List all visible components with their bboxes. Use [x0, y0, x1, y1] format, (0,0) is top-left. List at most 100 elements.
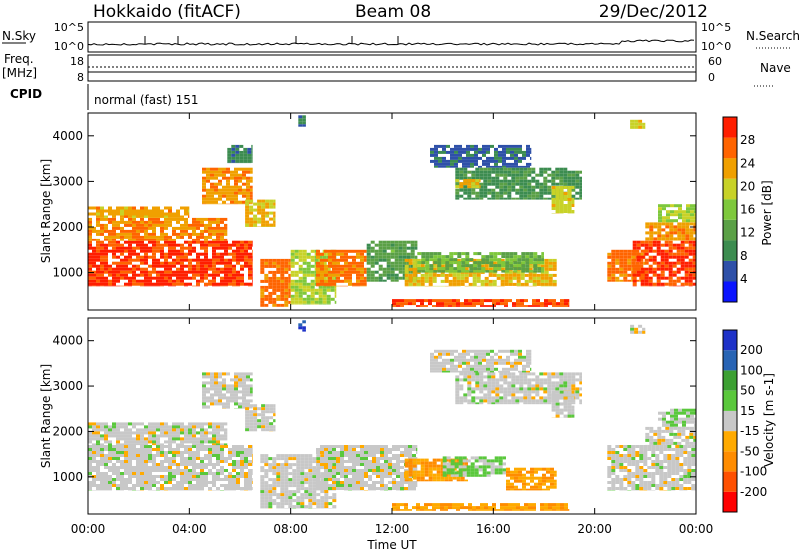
- heatmap-cell: [481, 270, 486, 273]
- heatmap-cell: [208, 422, 212, 426]
- heatmap-cell: [352, 261, 356, 265]
- heatmap-cell: [692, 246, 696, 250]
- heatmap-cell: [104, 484, 108, 487]
- heatmap-cell: [446, 162, 450, 166]
- heatmap-cell: [104, 481, 108, 484]
- heatmap-cell: [100, 255, 104, 259]
- heatmap-cell: [192, 472, 196, 475]
- heatmap-cell: [180, 440, 184, 444]
- heatmap-cell: [224, 437, 228, 441]
- heatmap-cell: [136, 279, 140, 283]
- heatmap-cell: [500, 267, 505, 271]
- heatmap-cell: [227, 150, 232, 154]
- heatmap-cell: [184, 226, 188, 230]
- heatmap-cell: [232, 469, 236, 472]
- heatmap-cell: [398, 258, 403, 262]
- heatmap-cell: [249, 416, 254, 420]
- heatmap-cell: [104, 445, 108, 448]
- heatmap-cell: [196, 273, 200, 277]
- heatmap-cell: [475, 179, 480, 183]
- heatmap-cell: [224, 460, 228, 463]
- heatmap-cell: [402, 246, 407, 250]
- heatmap-cell: [232, 276, 236, 280]
- heatmap-cell: [200, 463, 204, 466]
- heatmap-cell: [128, 422, 132, 426]
- heatmap-cell: [308, 490, 313, 494]
- heatmap-cell: [160, 212, 164, 216]
- heatmap-cell: [172, 240, 176, 244]
- heatmap-cell: [252, 276, 253, 280]
- heatmap-cell: [469, 270, 474, 273]
- heatmap-cell: [536, 282, 541, 286]
- heatmap-cell: [236, 258, 240, 262]
- heatmap-cell: [528, 279, 533, 283]
- heatmap-cell: [222, 378, 226, 382]
- heatmap-cell: [523, 176, 528, 180]
- heatmap-cell: [196, 279, 200, 283]
- heatmap-cell: [280, 490, 285, 494]
- heatmap-cell: [160, 484, 164, 487]
- heatmap-cell: [272, 261, 277, 265]
- heatmap-cell: [288, 499, 293, 503]
- heatmap-cell: [140, 246, 144, 250]
- heatmap-cell: [96, 229, 100, 233]
- heatmap-cell: [459, 182, 464, 186]
- heatmap-cell: [248, 261, 252, 265]
- heatmap-cell: [685, 225, 690, 229]
- heatmap-cell: [510, 156, 514, 160]
- heatmap-cell: [192, 217, 196, 221]
- heatmap-cell: [108, 448, 112, 451]
- heatmap-cell: [176, 217, 180, 221]
- heatmap-cell: [310, 303, 315, 305]
- heatmap-cell: [230, 194, 234, 198]
- heatmap-cell: [384, 454, 388, 457]
- heatmap-cell: [100, 212, 104, 216]
- heatmap-cell: [376, 448, 380, 451]
- heatmap-cell: [124, 425, 128, 429]
- heatmap-cell: [116, 267, 120, 271]
- heatmap-cell: [662, 219, 666, 223]
- heatmap-cell: [492, 279, 497, 283]
- heatmap-cell: [222, 381, 226, 385]
- heatmap-cell: [192, 238, 196, 241]
- heatmap-cell: [290, 252, 295, 256]
- heatmap-cell: [245, 220, 250, 224]
- heatmap-cell: [212, 434, 216, 438]
- heatmap-cell: [352, 457, 356, 460]
- heatmap-cell: [176, 267, 180, 271]
- heatmap-cell: [112, 472, 116, 475]
- heatmap-cell: [188, 276, 192, 280]
- heatmap-cell: [112, 252, 116, 256]
- heatmap-cell: [112, 209, 116, 213]
- heatmap-cell: [320, 258, 324, 262]
- heatmap-cell: [226, 167, 230, 171]
- heatmap-cell: [396, 484, 400, 487]
- heatmap-cell: [252, 451, 253, 454]
- heatmap-cell: [292, 457, 297, 461]
- heatmap-cell: [630, 122, 635, 126]
- heatmap-cell: [348, 460, 352, 463]
- heatmap-cell: [184, 209, 188, 213]
- heatmap-cell: [332, 267, 336, 271]
- heatmap-cell: [92, 238, 96, 241]
- heatmap-cell: [88, 212, 92, 216]
- heatmap-cell: [290, 261, 295, 265]
- heatmap-cell: [140, 445, 144, 448]
- heatmap-cell: [168, 434, 172, 438]
- heatmap-cell: [672, 279, 677, 283]
- heatmap-cell: [235, 156, 240, 160]
- heatmap-cell: [164, 457, 168, 460]
- heatmap-cell: [128, 229, 132, 233]
- heatmap-cell: [352, 466, 356, 469]
- heatmap-cell: [540, 305, 544, 307]
- heatmap-cell: [499, 179, 504, 183]
- heatmap-cell: [242, 173, 246, 177]
- heatmap-cell: [284, 288, 289, 292]
- heatmap-cell: [465, 270, 470, 273]
- heatmap-cell: [180, 246, 184, 250]
- heatmap-cell: [324, 484, 328, 487]
- heatmap-cell: [452, 282, 457, 286]
- heatmap-cell: [172, 261, 176, 265]
- heatmap-cell: [227, 153, 232, 157]
- heatmap-cell: [216, 425, 220, 429]
